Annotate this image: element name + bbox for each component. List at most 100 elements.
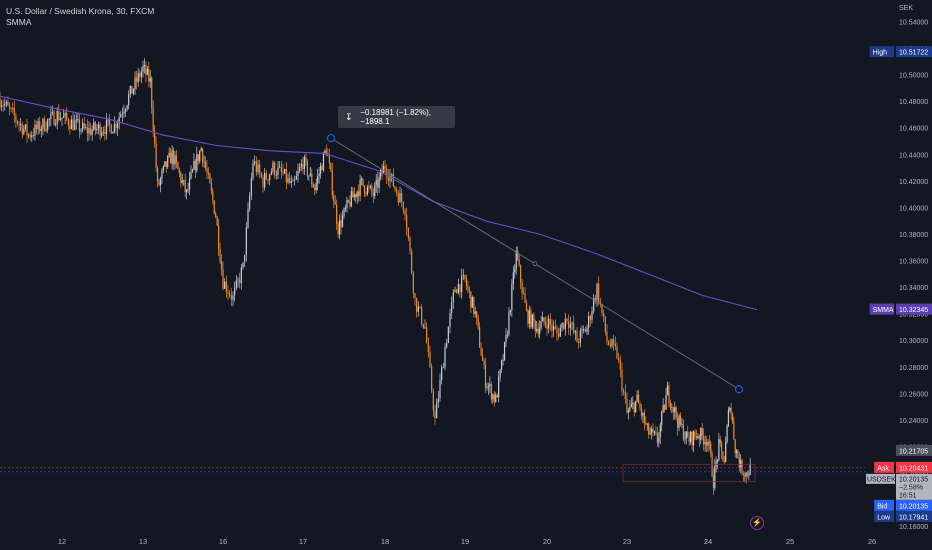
candle-body xyxy=(23,128,25,134)
candle-body xyxy=(635,400,637,412)
candle-body xyxy=(543,317,545,323)
candle-body xyxy=(275,175,277,176)
candle-body xyxy=(682,424,685,440)
candle-body xyxy=(112,132,114,134)
candle-body xyxy=(167,156,169,168)
candle-body xyxy=(29,134,31,138)
candle-body xyxy=(110,124,112,134)
candle-body xyxy=(306,161,308,177)
candle-body xyxy=(285,169,287,183)
candle-body xyxy=(616,346,618,358)
candle-body xyxy=(579,330,581,343)
lightning-icon[interactable]: ⚡ xyxy=(750,516,764,530)
last-price-tag: 10.21705 xyxy=(896,444,932,456)
candle-body xyxy=(15,115,17,121)
candle-body xyxy=(97,124,100,129)
candle-body xyxy=(40,128,42,132)
bid-tag-value-bg xyxy=(896,499,932,511)
candle-body xyxy=(449,313,451,327)
candle-body xyxy=(685,431,687,439)
candle-body xyxy=(145,64,147,75)
candle-body xyxy=(687,431,689,438)
symbol-label-bg xyxy=(866,473,895,484)
candle-body xyxy=(563,322,565,329)
candle-body xyxy=(452,292,454,302)
candle-body xyxy=(698,436,700,440)
candle-body xyxy=(200,148,202,152)
candle-body xyxy=(721,442,723,452)
candle-body xyxy=(511,284,513,311)
candle-body xyxy=(131,85,133,94)
candle-body xyxy=(250,178,252,196)
time-tick: 13 xyxy=(139,537,147,546)
candle-body xyxy=(269,174,271,181)
candle-body xyxy=(53,111,55,125)
high-tag-label-bg xyxy=(869,46,894,58)
candle-body xyxy=(674,407,676,413)
candle-body xyxy=(546,324,548,329)
candle-body xyxy=(431,366,433,392)
time-tick: 16 xyxy=(219,537,227,546)
candle-body xyxy=(629,407,631,411)
candle-body xyxy=(252,163,254,179)
price-scale[interactable]: SEK10.5400010.5200010.5000010.4800010.46… xyxy=(866,5,932,531)
candle-body xyxy=(121,113,123,115)
candle-body xyxy=(451,301,453,314)
price-tick: 10.36000 xyxy=(899,259,928,266)
candle-body xyxy=(486,387,488,389)
price-tick: 10.24000 xyxy=(899,418,928,425)
price-tick: 10.46000 xyxy=(899,126,928,133)
candle-body xyxy=(614,343,616,347)
candle-body xyxy=(623,390,625,393)
candle-body xyxy=(305,157,307,162)
candle-body xyxy=(56,111,58,124)
time-axis[interactable]: 12 13 16 17 18 19 20 23 24 25 26 xyxy=(58,537,876,546)
high-tag-value: 10.51722 xyxy=(899,50,928,57)
candle-body xyxy=(178,169,180,173)
candle-body xyxy=(697,436,699,438)
candle-body xyxy=(508,312,510,335)
candle-body xyxy=(407,228,409,238)
candle-body xyxy=(416,298,418,312)
candle-body xyxy=(245,227,247,255)
candle-body xyxy=(474,311,476,314)
candle-body xyxy=(240,267,242,284)
price-tick: 10.28000 xyxy=(899,365,928,372)
candle-body xyxy=(414,293,416,299)
candle-body xyxy=(714,466,716,489)
candle-body xyxy=(424,327,426,329)
candle-body xyxy=(352,191,354,198)
candle-body xyxy=(362,178,364,186)
price-tick: 10.40000 xyxy=(899,205,928,212)
candle-body xyxy=(712,476,715,489)
price-tick: 10.38000 xyxy=(899,232,928,239)
candle-body xyxy=(279,166,281,168)
candle-body xyxy=(432,391,434,411)
measure-tooltip: ↧ −0.18981 (−1.82%), −1898.1 xyxy=(338,106,455,128)
candle-body xyxy=(678,415,680,428)
candle-body xyxy=(409,237,411,252)
candle-body xyxy=(89,128,92,135)
symbol-label: USDSEK xyxy=(867,476,896,483)
candle-body xyxy=(372,192,374,197)
candle-body xyxy=(146,68,148,75)
candle-body xyxy=(468,288,470,292)
candle-body xyxy=(93,122,95,130)
candle-body xyxy=(665,395,667,410)
indicator-label[interactable]: SMMA xyxy=(6,17,32,27)
candle-body xyxy=(152,107,154,131)
candle-body xyxy=(350,191,352,207)
candle-body xyxy=(249,195,251,209)
candle-body xyxy=(479,327,481,348)
candle-body xyxy=(64,112,66,117)
candle-body xyxy=(530,310,532,328)
candle-body xyxy=(734,439,736,454)
symbol-title[interactable]: U.S. Dollar / Swedish Krona, 30, FXCM xyxy=(6,6,155,16)
candle-body xyxy=(102,131,104,133)
candle-body xyxy=(374,185,376,197)
candle-body xyxy=(384,165,386,169)
candle-body xyxy=(490,384,492,400)
candle-body xyxy=(368,186,370,188)
measure-text: −0.18981 (−1.82%), −1898.1 xyxy=(360,108,431,126)
